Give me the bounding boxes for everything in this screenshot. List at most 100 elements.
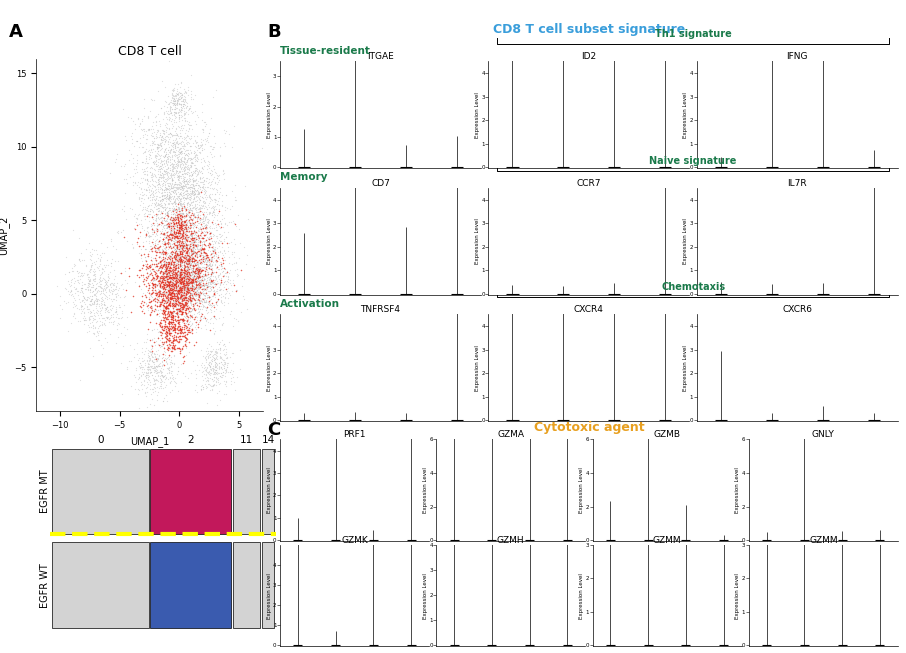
Point [205, 242, 219, 252]
Point [82, 317, 97, 328]
Point [170, 95, 185, 105]
Point [139, 291, 153, 302]
Point [191, 289, 206, 300]
Point [182, 253, 197, 264]
Point [169, 271, 184, 281]
Point [219, 271, 234, 281]
Point [88, 274, 102, 284]
Point [193, 257, 207, 268]
Point [178, 282, 193, 293]
Point [149, 197, 163, 208]
Point [161, 287, 176, 297]
Point [193, 237, 207, 247]
Point [177, 272, 191, 283]
Point [207, 202, 222, 212]
Point [170, 240, 185, 250]
Point [169, 271, 184, 281]
Point [135, 157, 149, 167]
Point [181, 297, 196, 308]
Point [204, 227, 218, 237]
Point [174, 212, 188, 223]
Point [168, 246, 182, 257]
Point [157, 151, 171, 162]
Point [126, 177, 140, 187]
Point [169, 275, 183, 285]
Point [172, 221, 187, 232]
Point [181, 264, 196, 275]
Point [134, 223, 149, 233]
Point [173, 272, 188, 282]
Point [161, 232, 176, 243]
Point [139, 204, 153, 215]
Point [161, 236, 176, 247]
Point [224, 373, 238, 383]
Point [214, 261, 228, 272]
Point [197, 183, 211, 194]
Point [217, 355, 231, 365]
Point [101, 293, 116, 304]
Point [174, 294, 188, 304]
Point [152, 377, 167, 388]
Point [204, 359, 218, 370]
Point [173, 288, 188, 298]
Point [186, 303, 200, 313]
Point [162, 192, 177, 202]
Point [144, 300, 159, 311]
Point [104, 281, 119, 292]
Point [90, 298, 104, 309]
Point [200, 317, 215, 327]
Point [170, 328, 185, 338]
Point [180, 155, 195, 165]
Point [137, 125, 151, 136]
Point [167, 257, 181, 268]
Point [222, 129, 236, 139]
Point [187, 278, 201, 289]
Point [216, 360, 230, 370]
Point [138, 168, 152, 179]
Point [184, 311, 198, 321]
Point [138, 174, 152, 184]
Point [154, 363, 169, 374]
Point [178, 258, 193, 268]
Point [179, 285, 194, 295]
Point [217, 244, 231, 255]
Point [168, 292, 182, 302]
Point [191, 264, 206, 275]
Point [172, 315, 187, 326]
Point [159, 249, 174, 259]
Point [87, 298, 101, 309]
Point [171, 223, 186, 233]
Point [156, 178, 170, 188]
Point [146, 217, 160, 228]
Point [154, 374, 169, 385]
Point [161, 265, 176, 276]
Point [178, 299, 193, 310]
Point [209, 358, 224, 368]
Point [157, 146, 171, 157]
Point [193, 244, 207, 255]
Point [164, 322, 178, 332]
Point [169, 159, 183, 170]
Point [188, 208, 202, 219]
Point [167, 180, 181, 191]
Point [155, 282, 169, 293]
Point [178, 186, 193, 197]
Point [168, 300, 182, 311]
Point [175, 176, 189, 186]
Point [205, 236, 219, 246]
Point [181, 117, 196, 127]
Point [169, 287, 184, 297]
Point [191, 284, 206, 295]
Point [189, 272, 204, 283]
Point [165, 278, 179, 289]
Point [182, 255, 197, 266]
Point [170, 291, 185, 301]
Point [169, 246, 184, 256]
Point [191, 167, 206, 177]
Point [167, 251, 181, 262]
Point [171, 169, 186, 180]
Point [184, 255, 198, 265]
Point [189, 311, 204, 322]
Point [104, 317, 119, 327]
Point [178, 232, 193, 242]
